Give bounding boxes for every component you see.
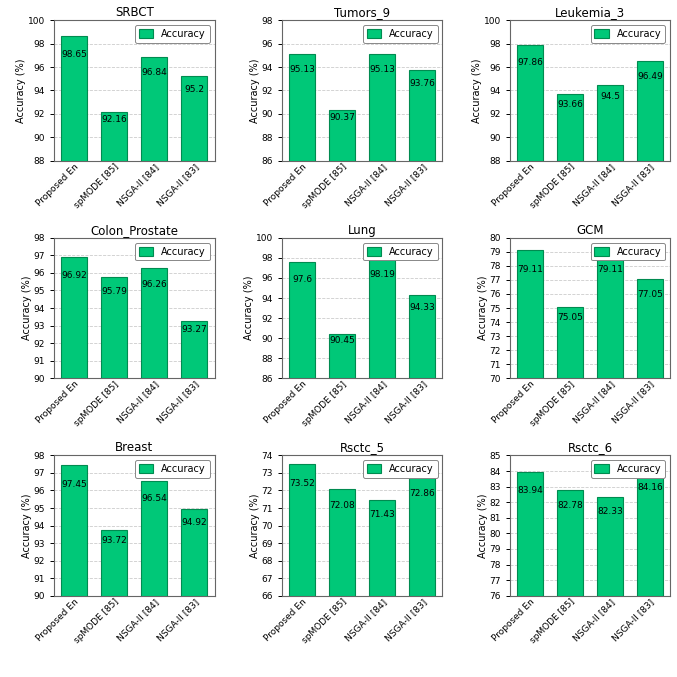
Legend: Accuracy: Accuracy <box>363 460 437 478</box>
Text: 72.08: 72.08 <box>329 500 355 510</box>
Bar <box>597 497 623 596</box>
Legend: Accuracy: Accuracy <box>590 460 665 478</box>
Y-axis label: Accuracy (%): Accuracy (%) <box>16 58 26 123</box>
Text: 84.16: 84.16 <box>637 483 663 492</box>
Text: 97.6: 97.6 <box>292 275 312 284</box>
Text: 75.05: 75.05 <box>557 313 583 322</box>
Y-axis label: Accuracy (%): Accuracy (%) <box>250 494 260 558</box>
Text: 82.33: 82.33 <box>597 507 623 517</box>
Legend: Accuracy: Accuracy <box>363 243 437 261</box>
Y-axis label: Accuracy (%): Accuracy (%) <box>478 494 488 558</box>
Text: 95.13: 95.13 <box>289 66 315 74</box>
Text: 90.37: 90.37 <box>329 112 355 122</box>
Legend: Accuracy: Accuracy <box>590 25 665 43</box>
Text: 97.45: 97.45 <box>62 480 87 489</box>
Y-axis label: Accuracy (%): Accuracy (%) <box>244 276 255 341</box>
Title: Breast: Breast <box>115 441 154 454</box>
Text: 93.76: 93.76 <box>409 79 435 88</box>
Bar <box>102 277 127 378</box>
Text: 95.13: 95.13 <box>369 66 395 74</box>
Bar <box>517 250 543 378</box>
Bar <box>557 490 583 596</box>
Text: 72.86: 72.86 <box>410 489 435 498</box>
Text: 92.16: 92.16 <box>102 115 127 124</box>
Bar <box>517 472 543 596</box>
Text: 96.54: 96.54 <box>141 494 167 503</box>
Bar <box>557 307 583 378</box>
Bar <box>329 110 355 160</box>
Text: 93.72: 93.72 <box>102 536 127 545</box>
Bar <box>102 531 127 596</box>
Text: 98.19: 98.19 <box>369 270 395 279</box>
Bar <box>141 268 167 378</box>
Bar <box>329 334 355 378</box>
Bar <box>62 465 87 596</box>
Text: 96.84: 96.84 <box>141 68 167 77</box>
Legend: Accuracy: Accuracy <box>363 25 437 43</box>
Bar <box>597 250 623 378</box>
Bar <box>597 85 623 160</box>
Text: 77.05: 77.05 <box>637 290 663 299</box>
Y-axis label: Accuracy (%): Accuracy (%) <box>22 494 32 558</box>
Bar <box>289 262 315 378</box>
Bar <box>181 77 207 160</box>
Bar <box>637 279 663 378</box>
Text: 71.43: 71.43 <box>369 510 395 519</box>
Bar <box>329 489 355 596</box>
Text: 96.26: 96.26 <box>141 280 167 289</box>
Text: 95.2: 95.2 <box>184 85 204 93</box>
Title: Colon_Prostate: Colon_Prostate <box>90 223 178 237</box>
Bar <box>369 500 395 596</box>
Bar <box>289 464 315 596</box>
Bar <box>181 510 207 596</box>
Bar <box>409 475 435 596</box>
Bar <box>62 36 87 160</box>
Bar <box>637 62 663 160</box>
Legend: Accuracy: Accuracy <box>590 243 665 261</box>
Bar <box>289 54 315 160</box>
Bar <box>369 54 395 160</box>
Title: Leukemia_3: Leukemia_3 <box>555 6 625 19</box>
Text: 79.11: 79.11 <box>597 265 623 274</box>
Text: 79.11: 79.11 <box>517 265 543 274</box>
Title: GCM: GCM <box>576 223 604 237</box>
Text: 73.52: 73.52 <box>289 479 315 488</box>
Text: 82.78: 82.78 <box>557 502 583 510</box>
Bar <box>637 468 663 596</box>
Text: 96.49: 96.49 <box>637 72 663 81</box>
Legend: Accuracy: Accuracy <box>135 25 210 43</box>
Text: 94.92: 94.92 <box>181 518 207 527</box>
Text: 83.94: 83.94 <box>517 486 543 495</box>
Text: 90.45: 90.45 <box>329 336 355 345</box>
Title: Rsctc_5: Rsctc_5 <box>340 441 385 454</box>
Bar <box>62 257 87 378</box>
Y-axis label: Accuracy (%): Accuracy (%) <box>472 58 482 123</box>
Text: 96.92: 96.92 <box>62 271 87 280</box>
Bar <box>141 481 167 596</box>
Text: 94.5: 94.5 <box>600 91 620 101</box>
Bar <box>141 58 167 160</box>
Legend: Accuracy: Accuracy <box>135 243 210 261</box>
Y-axis label: Accuracy (%): Accuracy (%) <box>478 276 488 341</box>
Bar <box>409 294 435 378</box>
Text: 97.86: 97.86 <box>517 58 543 67</box>
Text: 95.79: 95.79 <box>102 287 127 297</box>
Text: 93.66: 93.66 <box>557 100 583 109</box>
Title: Rsctc_6: Rsctc_6 <box>567 441 613 454</box>
Bar <box>409 70 435 160</box>
Legend: Accuracy: Accuracy <box>135 460 210 478</box>
Title: Lung: Lung <box>348 223 376 237</box>
Text: 94.33: 94.33 <box>410 303 435 311</box>
Title: SRBCT: SRBCT <box>115 6 154 19</box>
Bar <box>102 112 127 160</box>
Title: Tumors_9: Tumors_9 <box>334 6 390 19</box>
Y-axis label: Accuracy (%): Accuracy (%) <box>250 58 260 123</box>
Y-axis label: Accuracy (%): Accuracy (%) <box>22 276 32 341</box>
Bar <box>557 95 583 160</box>
Text: 93.27: 93.27 <box>181 325 207 334</box>
Bar <box>369 256 395 378</box>
Bar <box>181 321 207 378</box>
Bar <box>517 45 543 160</box>
Text: 98.65: 98.65 <box>62 50 87 60</box>
